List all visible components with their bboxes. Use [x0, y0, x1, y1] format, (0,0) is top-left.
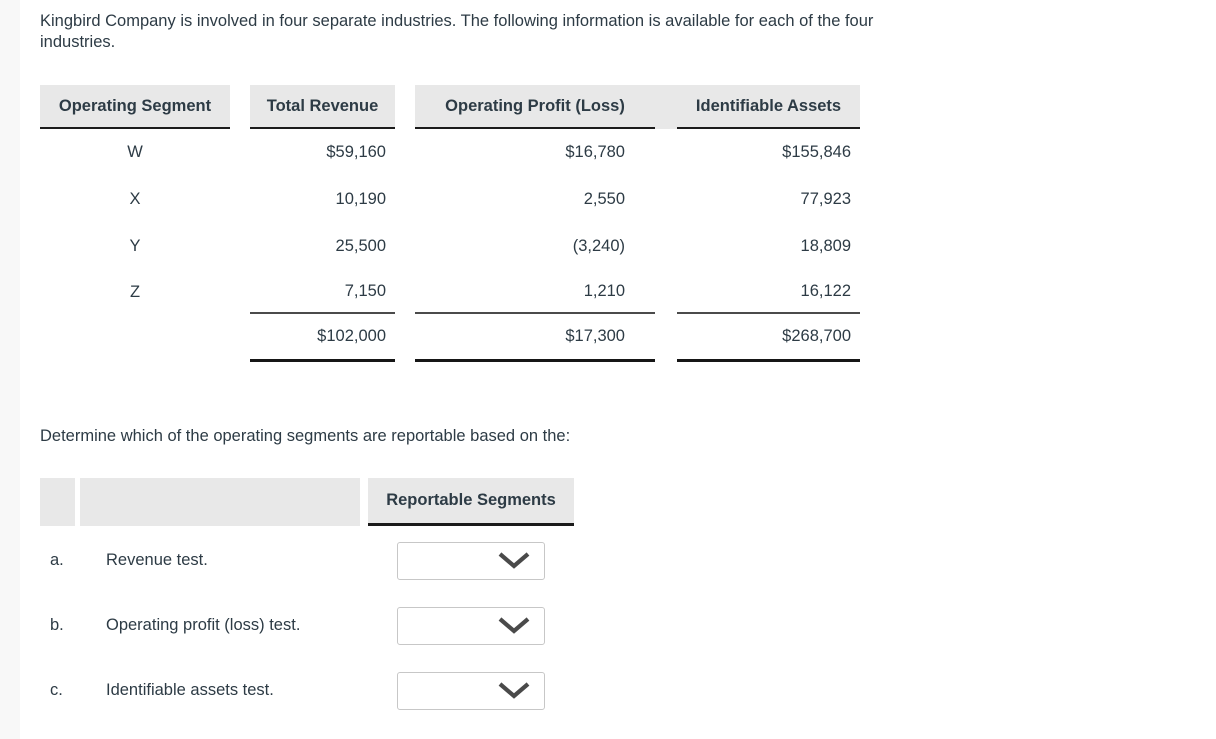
table-row: W $59,160 $16,780 $155,846	[40, 129, 902, 176]
profit-value: (3,240)	[572, 237, 625, 255]
test-row-a: a. Revenue test.	[40, 528, 902, 593]
chevron-down-icon	[498, 617, 530, 634]
column-gap	[230, 85, 250, 129]
header-spacer-cell	[655, 85, 677, 129]
header-operating-profit: Operating Profit (Loss)	[415, 85, 655, 129]
header-blank-cell	[80, 478, 360, 526]
total-profit: $17,300	[415, 314, 655, 362]
header-identifiable-assets: Identifiable Assets	[677, 85, 860, 129]
table-row: Z 7,150 1,210 16,122	[40, 270, 902, 314]
segment-name: Y	[129, 237, 141, 255]
assets-value: 16,122	[677, 270, 860, 314]
intro-text: Kingbird Company is involved in four sep…	[40, 12, 874, 51]
row-label: b.	[50, 616, 64, 634]
segments-table-header-row: Operating Segment Total Revenue Operatin…	[40, 85, 902, 129]
test-row-b: b. Operating profit (loss) test.	[40, 593, 902, 658]
total-revenue: $102,000	[250, 314, 395, 362]
header-reportable-segments: Reportable Segments	[368, 478, 574, 526]
segment-name: W	[127, 143, 143, 161]
identifiable-assets-test-select[interactable]	[397, 671, 545, 710]
totals-row: $102,000 $17,300 $268,700	[40, 314, 902, 362]
revenue-test-select[interactable]	[397, 541, 545, 580]
test-name: Identifiable assets test.	[106, 681, 274, 699]
chevron-down-icon	[498, 682, 530, 699]
header-blank-cell	[40, 478, 75, 526]
segment-name: X	[129, 190, 141, 208]
revenue-value: 25,500	[335, 237, 386, 255]
chevron-down-icon	[498, 552, 530, 569]
header-operating-segment: Operating Segment	[40, 85, 230, 129]
column-gap	[395, 85, 415, 129]
profit-value: 1,210	[415, 270, 655, 314]
question-panel: Kingbird Company is involved in four sep…	[40, 0, 902, 723]
profit-value: $16,780	[565, 143, 625, 161]
revenue-value: 7,150	[250, 270, 395, 314]
test-name: Revenue test.	[106, 551, 208, 569]
revenue-value: 10,190	[335, 190, 386, 208]
segments-table: Operating Segment Total Revenue Operatin…	[40, 85, 902, 362]
row-label: c.	[50, 681, 63, 699]
test-name: Operating profit (loss) test.	[106, 616, 301, 634]
header-total-revenue: Total Revenue	[250, 85, 395, 129]
page-left-gutter	[0, 0, 20, 739]
assets-value: $155,846	[782, 143, 851, 161]
profit-value: 2,550	[583, 190, 625, 208]
assets-value: 77,923	[800, 190, 851, 208]
question-text: Determine which of the operating segment…	[40, 427, 571, 445]
segment-name: Z	[129, 282, 141, 301]
assets-value: 18,809	[800, 237, 851, 255]
row-label: a.	[50, 551, 64, 569]
table-row: X 10,190 2,550 77,923	[40, 176, 902, 223]
total-assets: $268,700	[677, 314, 860, 362]
reportable-header-row: Reportable Segments	[40, 478, 902, 526]
revenue-value: $59,160	[326, 143, 386, 161]
table-row: Y 25,500 (3,240) 18,809	[40, 223, 902, 270]
operating-profit-test-select[interactable]	[397, 606, 545, 645]
reportable-segments-table: Reportable Segments a. Revenue test. b. …	[40, 478, 902, 723]
test-row-c: c. Identifiable assets test.	[40, 658, 902, 723]
